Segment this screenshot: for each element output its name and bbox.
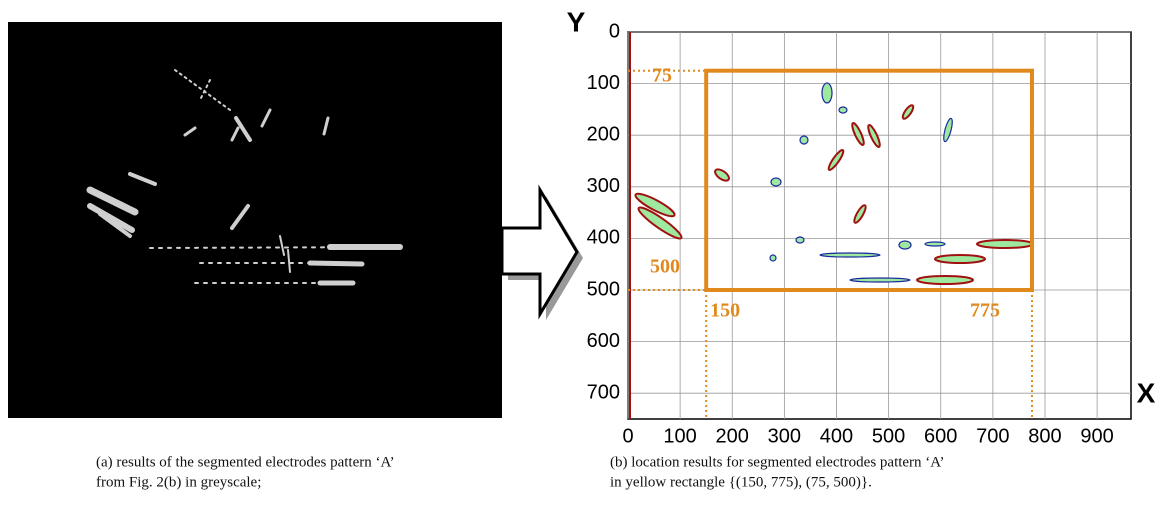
y-tick-label: 200 xyxy=(587,123,620,145)
greyscale-image xyxy=(8,22,502,418)
y-tick-label: 0 xyxy=(609,20,620,42)
rect-label: 775 xyxy=(970,300,1000,322)
plot-layer: 75 500 150 775 xyxy=(628,64,1034,419)
y-tick-label: 500 xyxy=(587,278,620,300)
contour-blobs xyxy=(634,82,1034,285)
location-rectangle xyxy=(704,68,1034,292)
x-tick-label: 100 xyxy=(663,425,696,447)
rect-label: 500 xyxy=(650,256,680,278)
x-tick-label: 800 xyxy=(1028,425,1061,447)
y-tick-label: 700 xyxy=(587,381,620,403)
x-tick-label: 500 xyxy=(872,425,905,447)
y-tick-label: 600 xyxy=(587,330,620,352)
x-tick-label: 700 xyxy=(976,425,1009,447)
caption-a-line: from Fig. 2(b) in greyscale; xyxy=(96,474,261,490)
x-tick-label: 0 xyxy=(622,425,633,447)
x-axis-label: X xyxy=(1137,377,1156,408)
rect-label: 75 xyxy=(652,64,672,86)
arrow xyxy=(500,184,583,320)
caption-a-line: (a) results of the segmented electrodes … xyxy=(96,454,395,470)
rect-label: 150 xyxy=(710,300,740,322)
y-tick-label: 300 xyxy=(587,175,620,197)
caption-b-line: (b) location results for segmented elect… xyxy=(610,454,944,470)
y-axis-label: Y xyxy=(567,6,586,37)
y-tick-label: 100 xyxy=(587,72,620,94)
plot-frame xyxy=(627,31,1132,420)
x-tick-label: 400 xyxy=(820,425,853,447)
x-tick-label: 300 xyxy=(768,425,801,447)
x-tick-label: 600 xyxy=(924,425,957,447)
y-tick-label: 400 xyxy=(587,227,620,249)
x-tick-label: 200 xyxy=(716,425,749,447)
caption-b-line: in yellow rectangle {(150, 775), (75, 50… xyxy=(610,474,872,490)
x-tick-label: 900 xyxy=(1080,425,1113,447)
